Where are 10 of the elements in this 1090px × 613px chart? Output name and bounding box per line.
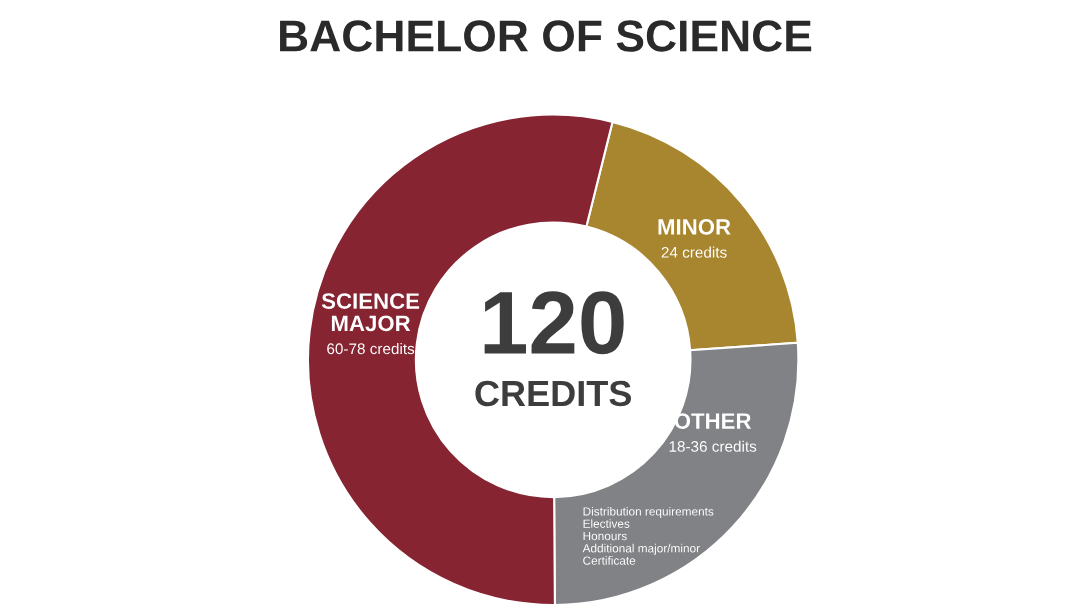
text: 60-78 credits — [327, 342, 415, 355]
text: 120 — [484, 291, 624, 355]
slice-label: SCIENCE MAJOR — [321, 293, 420, 332]
text: 18-36 credits — [669, 440, 757, 452]
text: 24 credits — [661, 246, 727, 258]
text: CREDITS — [475, 380, 632, 407]
chart-title: BACHELOR OF SCIENCE — [280, 20, 812, 52]
slice-label: OTHER — [674, 413, 752, 429]
slice-label: MINOR — [658, 219, 731, 235]
text: Distribution requirements Electives Honours Additional major/minor Certificate — [582, 506, 714, 565]
